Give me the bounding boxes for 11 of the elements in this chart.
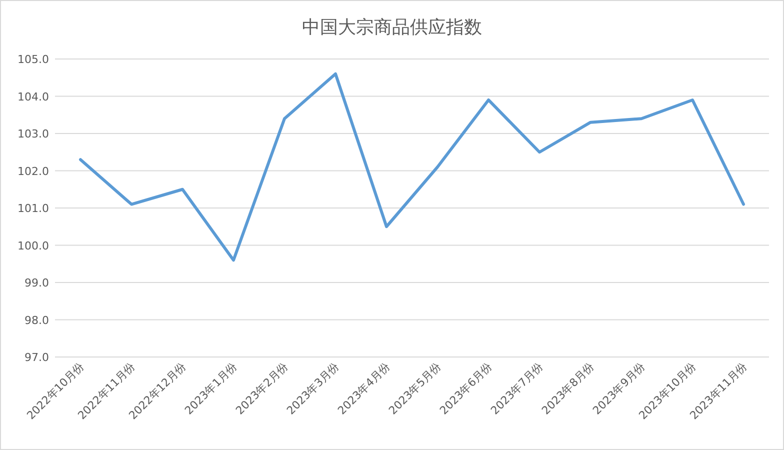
y-tick-label: 103.0: [18, 128, 49, 140]
y-tick-label: 104.0: [18, 90, 49, 104]
y-tick-label: 105.0: [18, 53, 49, 66]
y-tick-label: 100.0: [18, 239, 49, 252]
line-series: [79, 72, 745, 262]
y-tick-label: 98.0: [24, 314, 49, 327]
y-tick-label: 99.0: [24, 276, 49, 290]
chart-title: 中国大宗商品供应指数: [302, 17, 482, 38]
y-tick-label: 102.0: [18, 164, 49, 178]
y-tick-label: 101.0: [18, 202, 49, 215]
y-tick-label: 97.0: [24, 351, 49, 364]
